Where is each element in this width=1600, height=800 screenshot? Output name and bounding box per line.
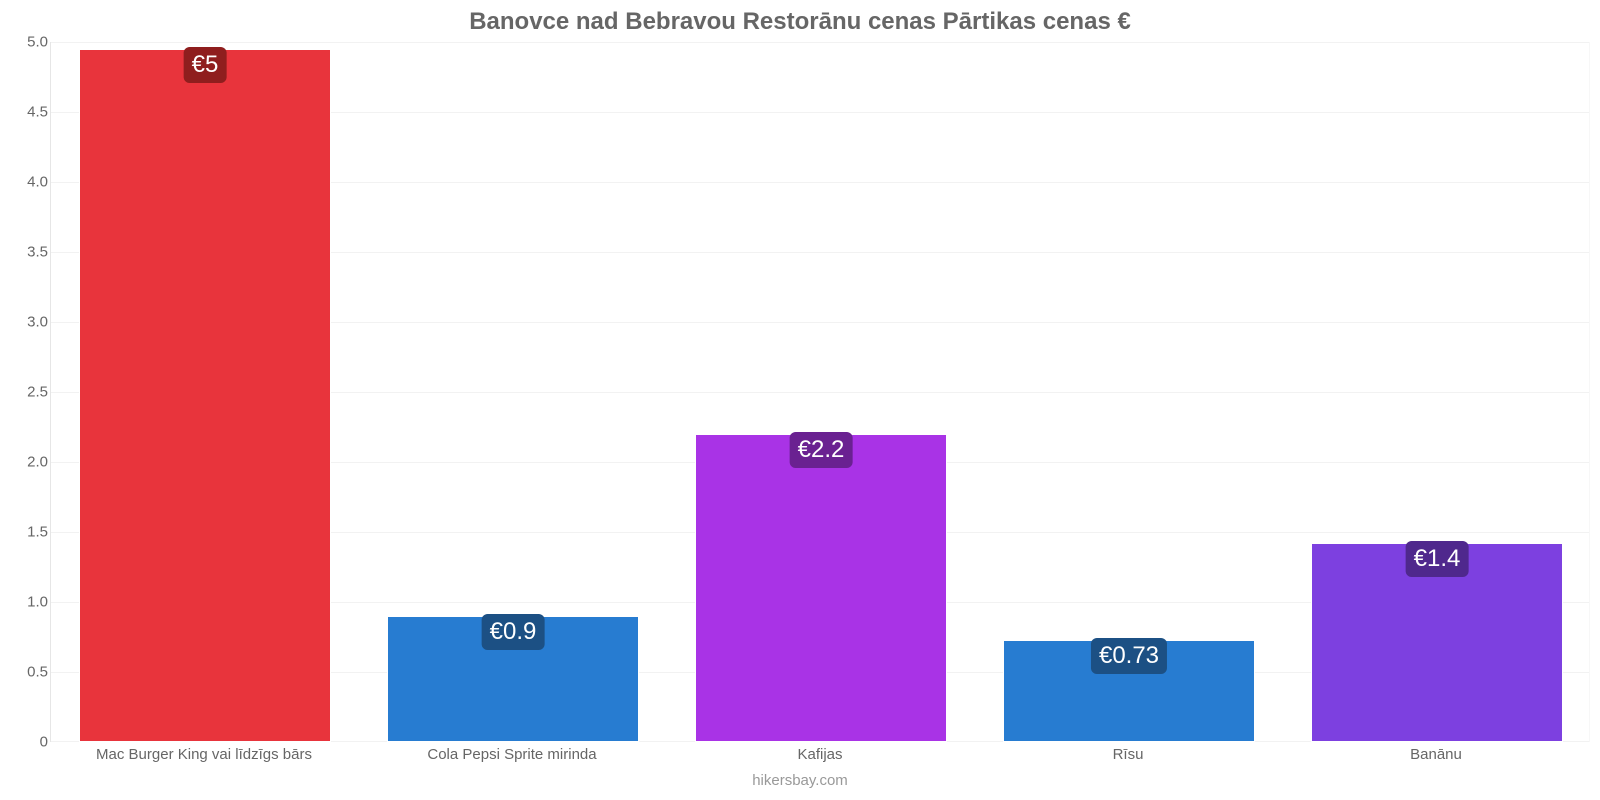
x-tick-label: Kafijas [797, 746, 842, 763]
y-tick-label: 0 [8, 734, 48, 751]
y-tick-label: 3.5 [8, 244, 48, 261]
x-tick-label: Banānu [1410, 746, 1462, 763]
y-tick-label: 2.0 [8, 454, 48, 471]
y-tick-label: 5.0 [8, 34, 48, 51]
y-tick-label: 1.0 [8, 594, 48, 611]
y-tick-label: 1.5 [8, 524, 48, 541]
y-tick-label: 4.5 [8, 104, 48, 121]
x-tick-label: Mac Burger King vai līdzīgs bārs [96, 746, 312, 763]
chart-footer: hikersbay.com [0, 772, 1600, 789]
y-tick-label: 4.0 [8, 174, 48, 191]
bar-value-label: €2.2 [790, 432, 853, 468]
bar-value-label: €5 [184, 47, 227, 83]
x-tick-label: Cola Pepsi Sprite mirinda [427, 746, 596, 763]
bar-value-label: €0.73 [1091, 638, 1167, 674]
plot-area: €5 €0.9 €2.2 €0.73 €1.4 [50, 42, 1590, 742]
gridline [51, 42, 1589, 43]
bar [79, 49, 332, 742]
y-tick-label: 3.0 [8, 314, 48, 331]
bar [695, 434, 948, 742]
chart-container: Banovce nad Bebravou Restorānu cenas Pār… [0, 0, 1600, 800]
y-tick-label: 2.5 [8, 384, 48, 401]
bar-value-label: €0.9 [482, 614, 545, 650]
chart-title: Banovce nad Bebravou Restorānu cenas Pār… [0, 8, 1600, 36]
bar-value-label: €1.4 [1406, 541, 1469, 577]
x-tick-label: Rīsu [1113, 746, 1144, 763]
y-tick-label: 0.5 [8, 664, 48, 681]
